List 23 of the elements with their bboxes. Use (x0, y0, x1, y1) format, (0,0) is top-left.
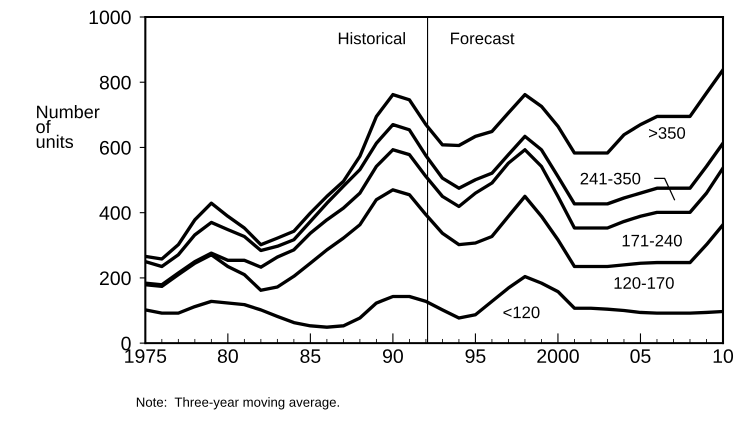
x-tick-label: 05 (630, 349, 650, 363)
y-tick-label: 0 (121, 336, 131, 350)
annotation: Historical (338, 32, 405, 44)
x-tick-label: 1975 (125, 349, 166, 363)
annotation: >350 (649, 127, 686, 139)
y-tick-label: 600 (100, 140, 131, 155)
y-tick-label: 400 (99, 206, 131, 220)
text: Note: Three-year moving average. (136, 397, 339, 410)
x-tick-label: 80 (218, 349, 238, 363)
x-tick-label: 2000 (537, 349, 579, 363)
x-tick-label: 85 (300, 349, 320, 363)
annotation: 241-350 (580, 172, 640, 185)
x-tick-label: 90 (383, 349, 403, 363)
annotation: Forecast (451, 32, 514, 44)
x-tick-label: 95 (466, 349, 486, 363)
y-tick-label: 1000 (90, 10, 131, 24)
annotation: 171-240 (622, 234, 682, 247)
annotation: 120-170 (614, 277, 674, 289)
y-tick-label: 200 (100, 271, 131, 286)
y-tick-label: 800 (100, 76, 131, 90)
annotation: <120 (503, 306, 540, 318)
y-axis-title: Number of units (36, 105, 100, 148)
x-tick-label: 10 (714, 349, 734, 363)
